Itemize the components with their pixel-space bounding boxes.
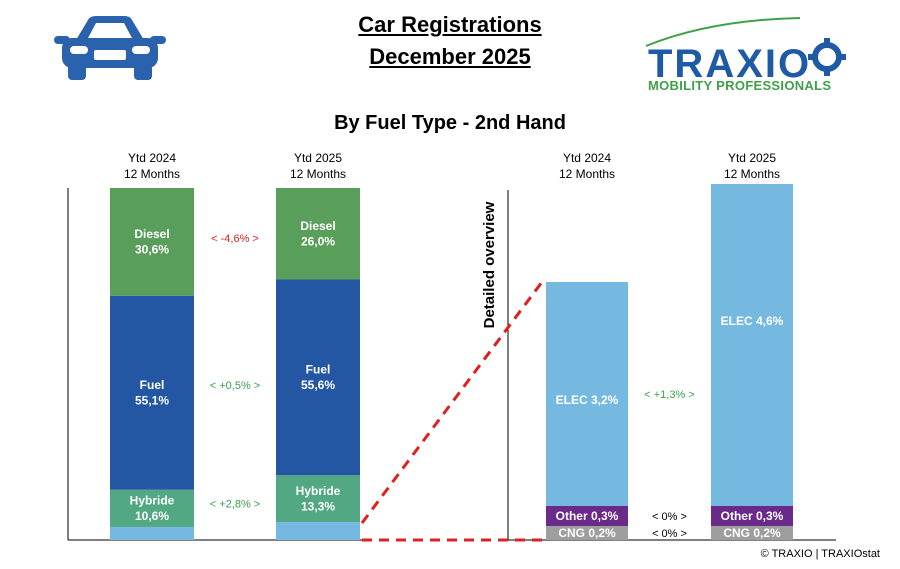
bar-data-label: Hybride 13,3%: [296, 484, 341, 514]
bar-data-label: Diesel 26,0%: [300, 219, 335, 249]
title-line-1: Car Registrations: [358, 12, 542, 37]
right-column-label: Ytd 2025 12 Months: [724, 151, 780, 181]
traxio-logo: TRAXIO MOBILITY PROFESSIONALS: [640, 14, 850, 98]
detail-difference-label: < 0% >: [652, 511, 687, 523]
detail-bar-elec: [711, 184, 793, 506]
bar-segment-diesel: [276, 188, 360, 280]
logo-swoosh: [645, 17, 801, 47]
gear-icon: [808, 38, 846, 76]
bar-data-label: Fuel 55,1%: [135, 378, 169, 408]
bar-segment-hybride: [110, 489, 194, 527]
right-column-label: Ytd 2024 12 Months: [559, 151, 615, 181]
bar-segment-hybride: [276, 475, 360, 523]
bar-data-label: Hybride 10,6%: [130, 494, 175, 524]
bar-segment-other-cng-elec: [110, 526, 194, 540]
bar-segment-fuel: [110, 295, 194, 490]
bar-data-label: Diesel 30,6%: [134, 227, 169, 257]
chart-subtitle: By Fuel Type - 2nd Hand: [334, 112, 566, 134]
bar-segment-diesel: [110, 188, 194, 296]
detail-difference-label: < +1,3% >: [644, 389, 694, 401]
car-front-icon: [54, 16, 166, 80]
detailed-overview-label: Detailed overview: [481, 201, 498, 328]
difference-label: < +2,8% >: [210, 498, 260, 510]
detail-bar-cng: [711, 526, 793, 540]
brand-tagline: MOBILITY PROFESSIONALS: [648, 78, 832, 93]
difference-label: < +0,5% >: [210, 380, 260, 392]
difference-label: < -4,6% >: [211, 233, 259, 245]
detail-data-label: Other 0,3%: [721, 509, 784, 523]
copyright-footer: © TRAXIO | TRAXIOstat: [760, 548, 880, 560]
detail-bar-other: [546, 506, 628, 526]
connector-upper: [360, 281, 544, 524]
left-column-label: Ytd 2024 12 Months: [124, 151, 180, 181]
detail-difference-label: < 0% >: [652, 528, 687, 540]
brand-name: TRAXIO: [648, 42, 812, 86]
detail-bar-elec: [546, 282, 628, 506]
detail-bar-cng: [546, 526, 628, 540]
bar-data-label: Fuel 55,6%: [301, 363, 335, 393]
title-line-2: December 2025: [369, 44, 531, 69]
detail-data-label: CNG 0,2%: [723, 526, 781, 540]
detail-bar-other: [711, 506, 793, 526]
bar-segment-fuel: [276, 279, 360, 476]
bar-segment-other-cng-elec: [276, 522, 360, 540]
left-column-label: Ytd 2025 12 Months: [290, 151, 346, 181]
detail-data-label: Other 0,3%: [556, 509, 619, 523]
detail-data-label: ELEC 4,6%: [721, 314, 784, 328]
detail-data-label: ELEC 3,2%: [556, 393, 619, 407]
detail-data-label: CNG 0,2%: [558, 526, 616, 540]
